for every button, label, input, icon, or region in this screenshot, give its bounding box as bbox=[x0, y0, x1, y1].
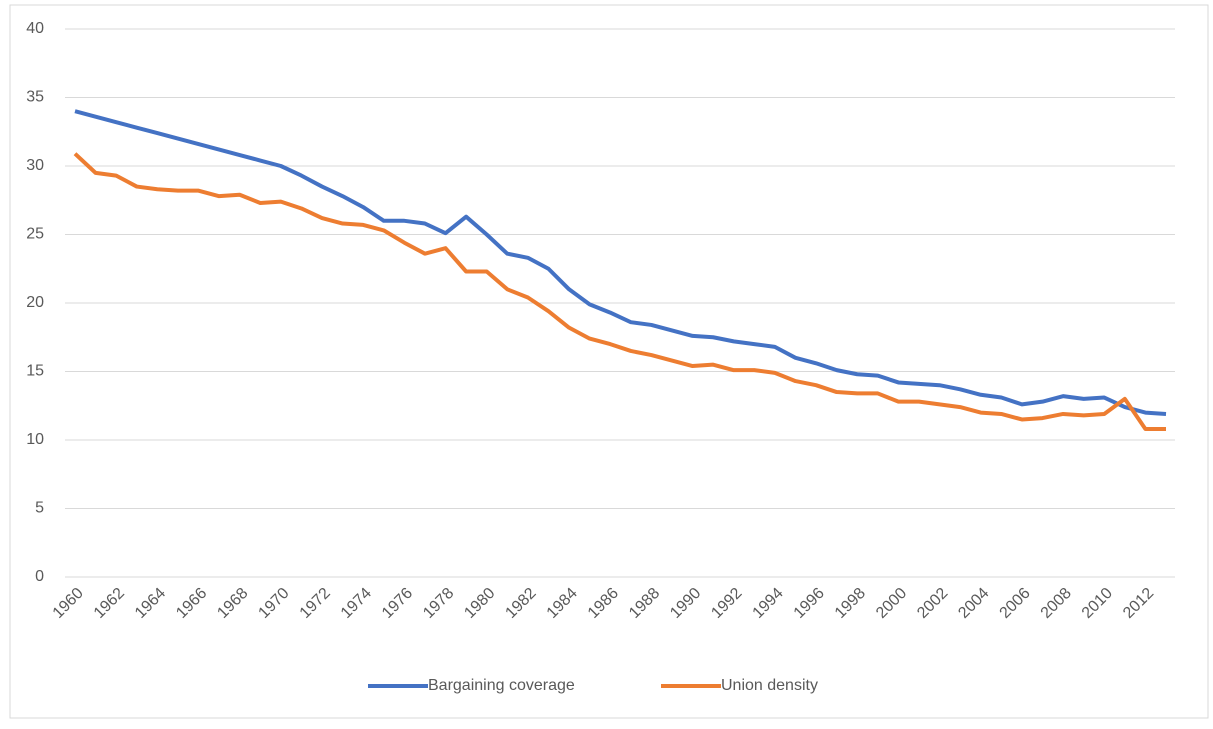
legend-label: Bargaining coverage bbox=[428, 677, 575, 694]
y-tick-label: 40 bbox=[26, 20, 44, 37]
y-tick-label: 5 bbox=[35, 500, 44, 517]
series-line bbox=[74, 109, 1167, 416]
y-tick-label: 15 bbox=[26, 363, 44, 380]
y-tick-label: 30 bbox=[26, 157, 44, 174]
legend-label: Union density bbox=[721, 677, 818, 694]
chart-frame bbox=[9, 4, 1209, 719]
y-tick-label: 20 bbox=[26, 294, 44, 311]
y-tick-label: 35 bbox=[26, 89, 44, 106]
y-tick-label: 25 bbox=[26, 226, 44, 243]
y-tick-label: 10 bbox=[26, 431, 44, 448]
series-line bbox=[73, 152, 1166, 432]
y-tick-label: 0 bbox=[35, 568, 44, 585]
